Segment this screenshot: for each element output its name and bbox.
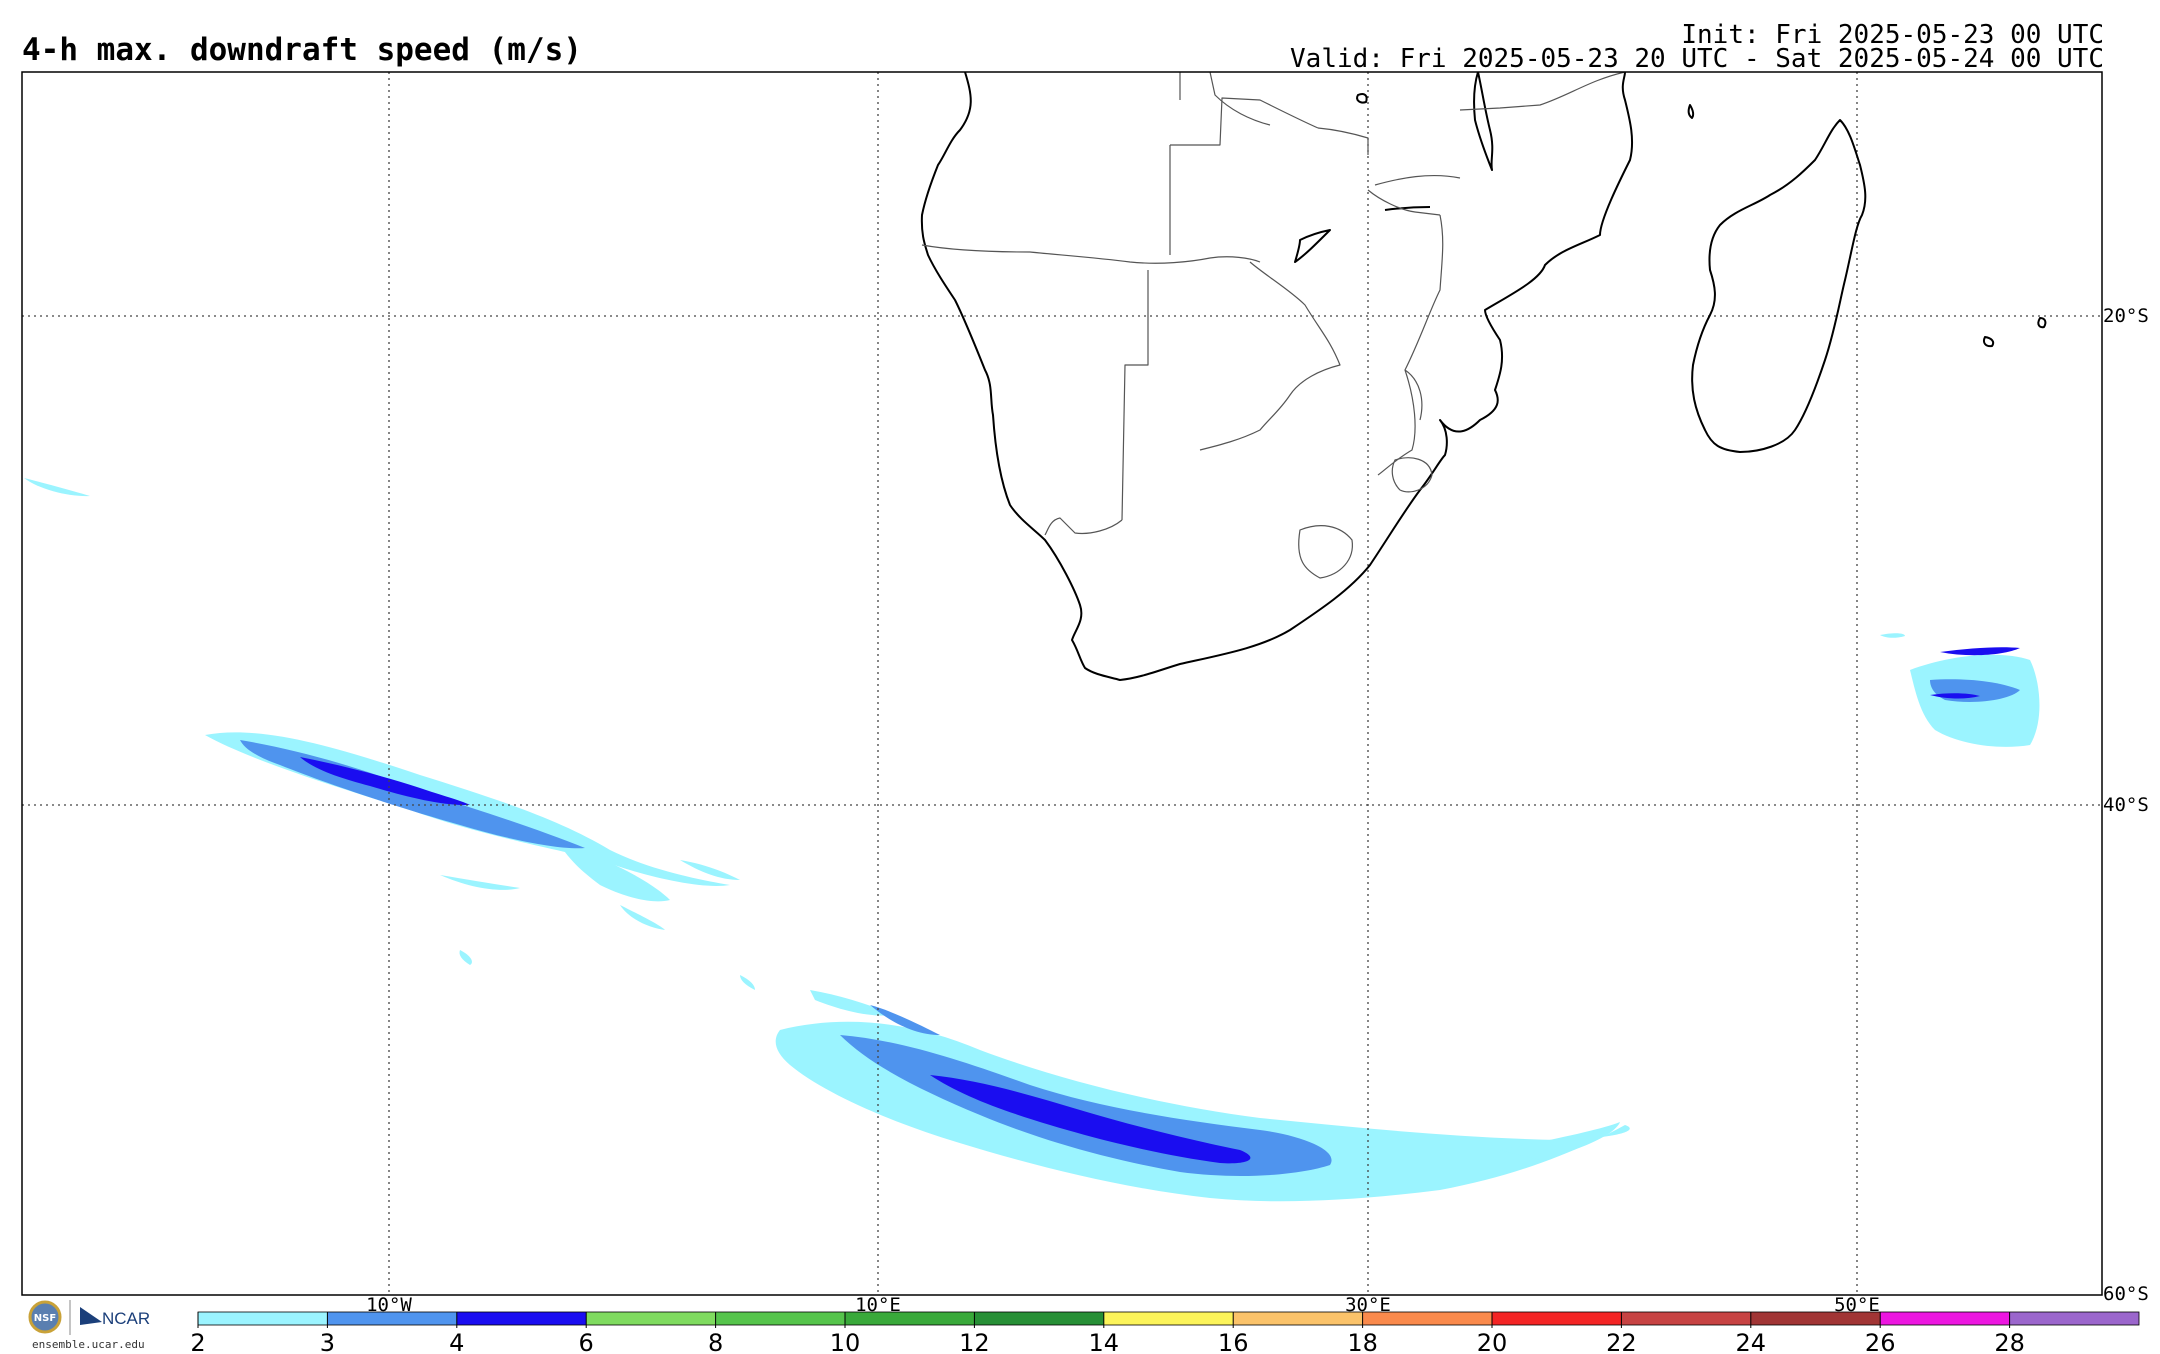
shading-east-dark: [1940, 647, 2020, 656]
colorbar-segment: [1362, 1312, 1492, 1325]
shading-west-light-3: [620, 905, 665, 930]
border-angola-namibia: [921, 244, 1261, 264]
colorbar-tick-label: 10: [830, 1329, 861, 1354]
colorbar-tick-label: 28: [1994, 1329, 2025, 1354]
lat-label-20s: 20°S: [2103, 305, 2149, 327]
shading-west-dark: [300, 757, 470, 806]
colorbar-tick-label: 3: [320, 1329, 335, 1354]
shading-south-light-2: [810, 990, 895, 1016]
shading-south-dark: [930, 1075, 1251, 1164]
colorbar-segment: [586, 1312, 716, 1325]
border-mozambique-tanzania: [1374, 72, 1626, 186]
lon-label-50e: 50°E: [1834, 1294, 1880, 1316]
lon-labels: 10°W 10°E 30°E 50°E: [366, 1294, 1880, 1316]
colorbar-segment: [1492, 1312, 1622, 1325]
border-zambia: [1169, 97, 1319, 255]
lake-kariba: [1294, 229, 1331, 263]
colorbar-segment: [974, 1312, 1104, 1325]
colorbar-tick-label: 12: [959, 1329, 990, 1354]
lesotho-border: [1298, 525, 1353, 579]
shading-south-medium-2: [870, 1005, 940, 1035]
colorbar-segment: [327, 1312, 457, 1325]
border-botswana-sa: [1044, 517, 1123, 536]
nsf-seal-text: NSF: [34, 1313, 56, 1324]
shading-south-light: [775, 1021, 1630, 1202]
lon-label-30e: 30°E: [1345, 1294, 1391, 1316]
graticule: [22, 72, 2102, 1295]
colorbar-tick-label: 24: [1736, 1329, 1767, 1354]
colorbar-tick-label: 4: [449, 1329, 464, 1354]
colorbar-segment: [715, 1312, 845, 1325]
colorbar-segment: [1103, 1312, 1234, 1325]
country-borders: [921, 72, 1626, 579]
madagascar-coastline: [1691, 119, 1867, 453]
border-zimbabwe-mozambique: [1404, 214, 1444, 421]
shading-west-light-6: [459, 950, 472, 965]
shading-south-light-3: [1500, 1122, 1620, 1160]
lat-labels: 20°S 40°S 60°S: [2103, 305, 2149, 1305]
colorbar-segment: [1621, 1312, 1751, 1325]
colorbar-tick-label: 6: [579, 1329, 594, 1354]
comoros-island: [1687, 104, 1695, 119]
lon-label-10w: 10°W: [366, 1294, 412, 1316]
border-sa-mozambique: [1377, 369, 1416, 476]
lake-cahora-bassa: [1384, 206, 1431, 211]
coastlines: [920, 72, 2047, 681]
eswatini-border: [1391, 457, 1433, 493]
colorbar-tick-label: 2: [190, 1329, 205, 1354]
init-time: Init: Fri 2025-05-23 00 UTC: [1681, 20, 2104, 50]
shading-far-west: [24, 478, 90, 497]
colorbar-segment: [456, 1312, 587, 1325]
colorbar-segment: [198, 1312, 328, 1325]
lat-label-60s: 60°S: [2103, 1283, 2149, 1305]
ncar-logo-text: NCAR: [102, 1309, 150, 1328]
africa-coastline: [920, 72, 1634, 681]
logo-group: NSF NCAR ensemble.ucar.edu: [28, 1300, 150, 1351]
lat-label-40s: 40°S: [2103, 794, 2149, 816]
colorbar: 2 3 4 6 8 10 12 14 16 18 20 22 24 26 28: [190, 1311, 2140, 1354]
shading-south-light-4: [740, 975, 755, 990]
colorbar-segment: [845, 1312, 975, 1325]
map-frame: [21, 71, 2103, 1296]
map-content: [22, 72, 2102, 1295]
colorbar-tick-label: 26: [1865, 1329, 1896, 1354]
downdraft-shading: [24, 478, 2040, 1202]
lake-malawi: [1473, 72, 1494, 171]
ensemble-url: ensemble.ucar.edu: [32, 1338, 145, 1351]
shading-east-dark-2: [1930, 693, 1980, 699]
shading-east-light-2: [1880, 633, 1905, 638]
shading-west-light-4: [440, 875, 520, 890]
shading-south-medium: [840, 1035, 1332, 1176]
map-title: 4-h max. downdraft speed (m/s): [22, 32, 582, 68]
colorbar-segment: [2009, 1312, 2139, 1325]
lake-victoria-edge: [1356, 92, 1368, 104]
colorbar-tick-label: 14: [1089, 1329, 1120, 1354]
colorbar-tick-label: 18: [1347, 1329, 1378, 1354]
colorbar-segment: [1233, 1312, 1363, 1325]
colorbar-segment: [1750, 1312, 1881, 1325]
lon-label-10e: 10°E: [855, 1294, 901, 1316]
border-drc-angola: [1179, 72, 1271, 126]
colorbar-tick-label: 8: [708, 1329, 723, 1354]
mauritius-island: [2037, 317, 2047, 329]
border-zambia-mozambique: [1317, 127, 1441, 216]
colorbar-tick-label: 16: [1218, 1329, 1249, 1354]
nsf-seal-logo: [28, 1300, 62, 1334]
reunion-island: [1982, 336, 1995, 348]
shading-west-light-2: [560, 845, 670, 902]
colorbar-tick-label: 22: [1606, 1329, 1637, 1354]
shading-west-light-5: [680, 860, 740, 880]
border-namibia-botswana: [1121, 270, 1149, 521]
colorbar-segment: [1880, 1312, 2010, 1325]
valid-time: Valid: Fri 2025-05-23 20 UTC - Sat 2025-…: [1290, 44, 2104, 74]
colorbar-tick-label: 20: [1477, 1329, 1508, 1354]
ncar-logo-mark: [80, 1307, 102, 1325]
border-botswana-zimbabwe: [1199, 261, 1341, 451]
